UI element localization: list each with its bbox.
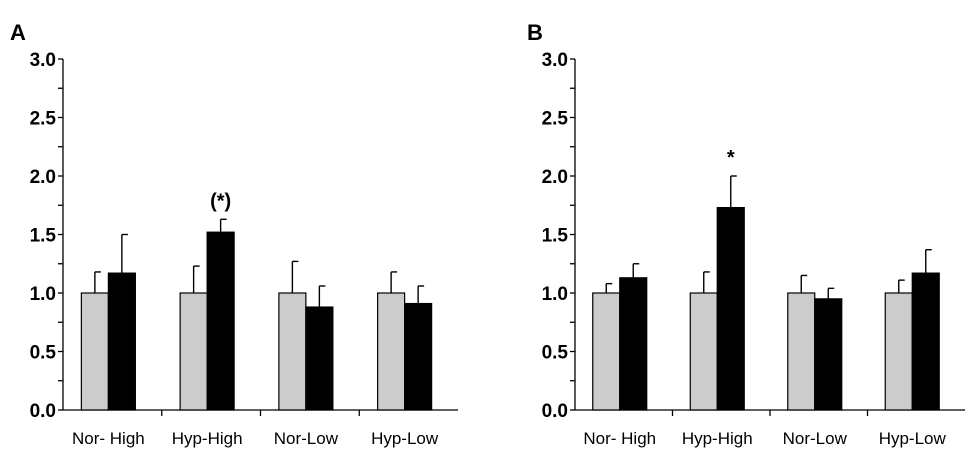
gray-bar [787, 292, 816, 411]
gray-bar [179, 292, 208, 411]
y-tick-label: 1.0 [30, 284, 56, 305]
black-bar [716, 206, 745, 411]
y-tick-label: 2.5 [30, 109, 57, 130]
black-bar [107, 272, 136, 411]
x-tick-label: Nor-Low [274, 429, 339, 448]
significance-marker: * [727, 147, 735, 169]
panel-b: B 0.0 0.5 1.0 1.5 2.0 2.5 3.0 Nor- High Hyp-High… [527, 20, 965, 448]
black-bar [305, 306, 334, 411]
panel-b-label: B [527, 20, 543, 45]
x-tick-label: Hyp-Low [371, 429, 439, 448]
x-tick-label: Nor- High [72, 429, 145, 448]
y-tick-label: 2.0 [30, 167, 56, 188]
gray-bar [377, 292, 406, 411]
y-tick-label: 1.5 [30, 226, 57, 247]
y-tick-label: 0.5 [542, 343, 569, 364]
y-tick-label: 1.0 [542, 284, 568, 305]
panel-a: A 0.0 0.5 1.0 1.5 2.0 2.5 3.0 Nor- High Hyp-High… [10, 20, 458, 448]
y-tick-label: 2.5 [542, 109, 569, 130]
black-bar [619, 277, 648, 411]
y-tick-label: 0.0 [542, 401, 568, 422]
gray-bar [592, 292, 621, 411]
black-bar [814, 298, 843, 411]
x-tick-label: Hyp-Low [879, 429, 947, 448]
y-tick-label: 3.0 [30, 50, 56, 71]
y-tick-label: 2.0 [542, 167, 568, 188]
black-bar [404, 302, 433, 411]
significance-marker: (*) [210, 190, 231, 212]
black-bar [911, 272, 940, 411]
gray-bar [80, 292, 109, 411]
gray-bar [689, 292, 718, 411]
y-tick-label: 0.5 [30, 343, 57, 364]
y-tick-label: 1.5 [542, 226, 569, 247]
panel-a-label: A [10, 20, 26, 45]
x-tick-label: Nor- High [583, 429, 656, 448]
gray-bar [884, 292, 913, 411]
x-tick-label: Hyp-High [682, 429, 753, 448]
x-tick-label: Hyp-High [172, 429, 243, 448]
black-bar [206, 231, 235, 411]
y-tick-label: 3.0 [542, 50, 568, 71]
gray-bar [278, 292, 307, 411]
y-tick-label: 0.0 [30, 401, 56, 422]
x-tick-label: Nor-Low [783, 429, 848, 448]
